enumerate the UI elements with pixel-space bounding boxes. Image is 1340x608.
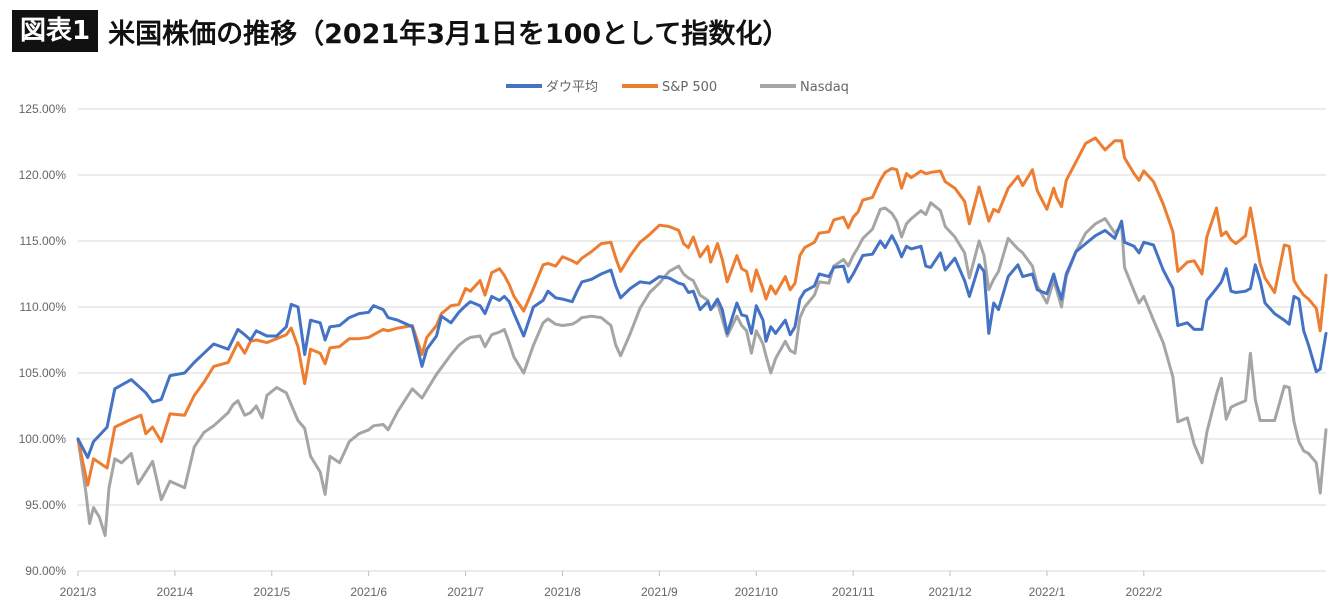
series-line-sp500 (76, 136, 1328, 487)
y-tick-label: 95.00% (25, 498, 66, 512)
x-tick-label: 2021/4 (157, 585, 194, 599)
y-tick-label: 105.00% (19, 366, 67, 380)
legend: ダウ平均 S&P 500 Nasdaq (506, 80, 849, 95)
x-tick-label: 2021/8 (544, 585, 581, 599)
legend-label: S&P 500 (662, 80, 717, 95)
y-tick-label: 90.00% (25, 564, 66, 578)
x-tick-label: 2021/5 (253, 585, 290, 599)
legend-label: ダウ平均 (546, 80, 598, 95)
x-tick-label: 2021/12 (928, 585, 972, 599)
legend-label: Nasdaq (800, 80, 849, 95)
chart-title: 米国株価の推移（2021年3月1日を100として指数化） (108, 18, 790, 50)
y-tick-label: 125.00% (19, 102, 67, 116)
y-axis-ticks: 90.00% 95.00% 100.00% 105.00% 110.00% 115.00%… (19, 102, 67, 578)
x-tick-label: 2022/1 (1029, 585, 1066, 599)
x-tick-label: 2021/10 (735, 585, 779, 599)
x-axis-ticks: 2021/3 2021/4 2021/5 2021/6 2021/7 2021/8 2021… (60, 571, 1163, 599)
x-tick-label: 2021/7 (447, 585, 484, 599)
series-line-nasdaq (76, 201, 1328, 537)
x-tick-label: 2021/3 (60, 585, 97, 599)
x-tick-label: 2021/6 (350, 585, 387, 599)
y-tick-label: 100.00% (19, 432, 67, 446)
y-tick-label: 120.00% (19, 168, 67, 182)
x-tick-label: 2021/11 (832, 585, 875, 599)
series-lines (76, 136, 1328, 537)
x-tick-label: 2021/9 (641, 585, 678, 599)
y-tick-label: 110.00% (20, 300, 67, 314)
x-tick-label: 2022/2 (1125, 585, 1162, 599)
y-tick-label: 115.00% (20, 234, 67, 248)
figure-badge: 図表1 (12, 10, 99, 52)
chart-header: 図表1 米国株価の推移（2021年3月1日を100として指数化） (12, 8, 789, 54)
series-line-dow (76, 219, 1328, 459)
